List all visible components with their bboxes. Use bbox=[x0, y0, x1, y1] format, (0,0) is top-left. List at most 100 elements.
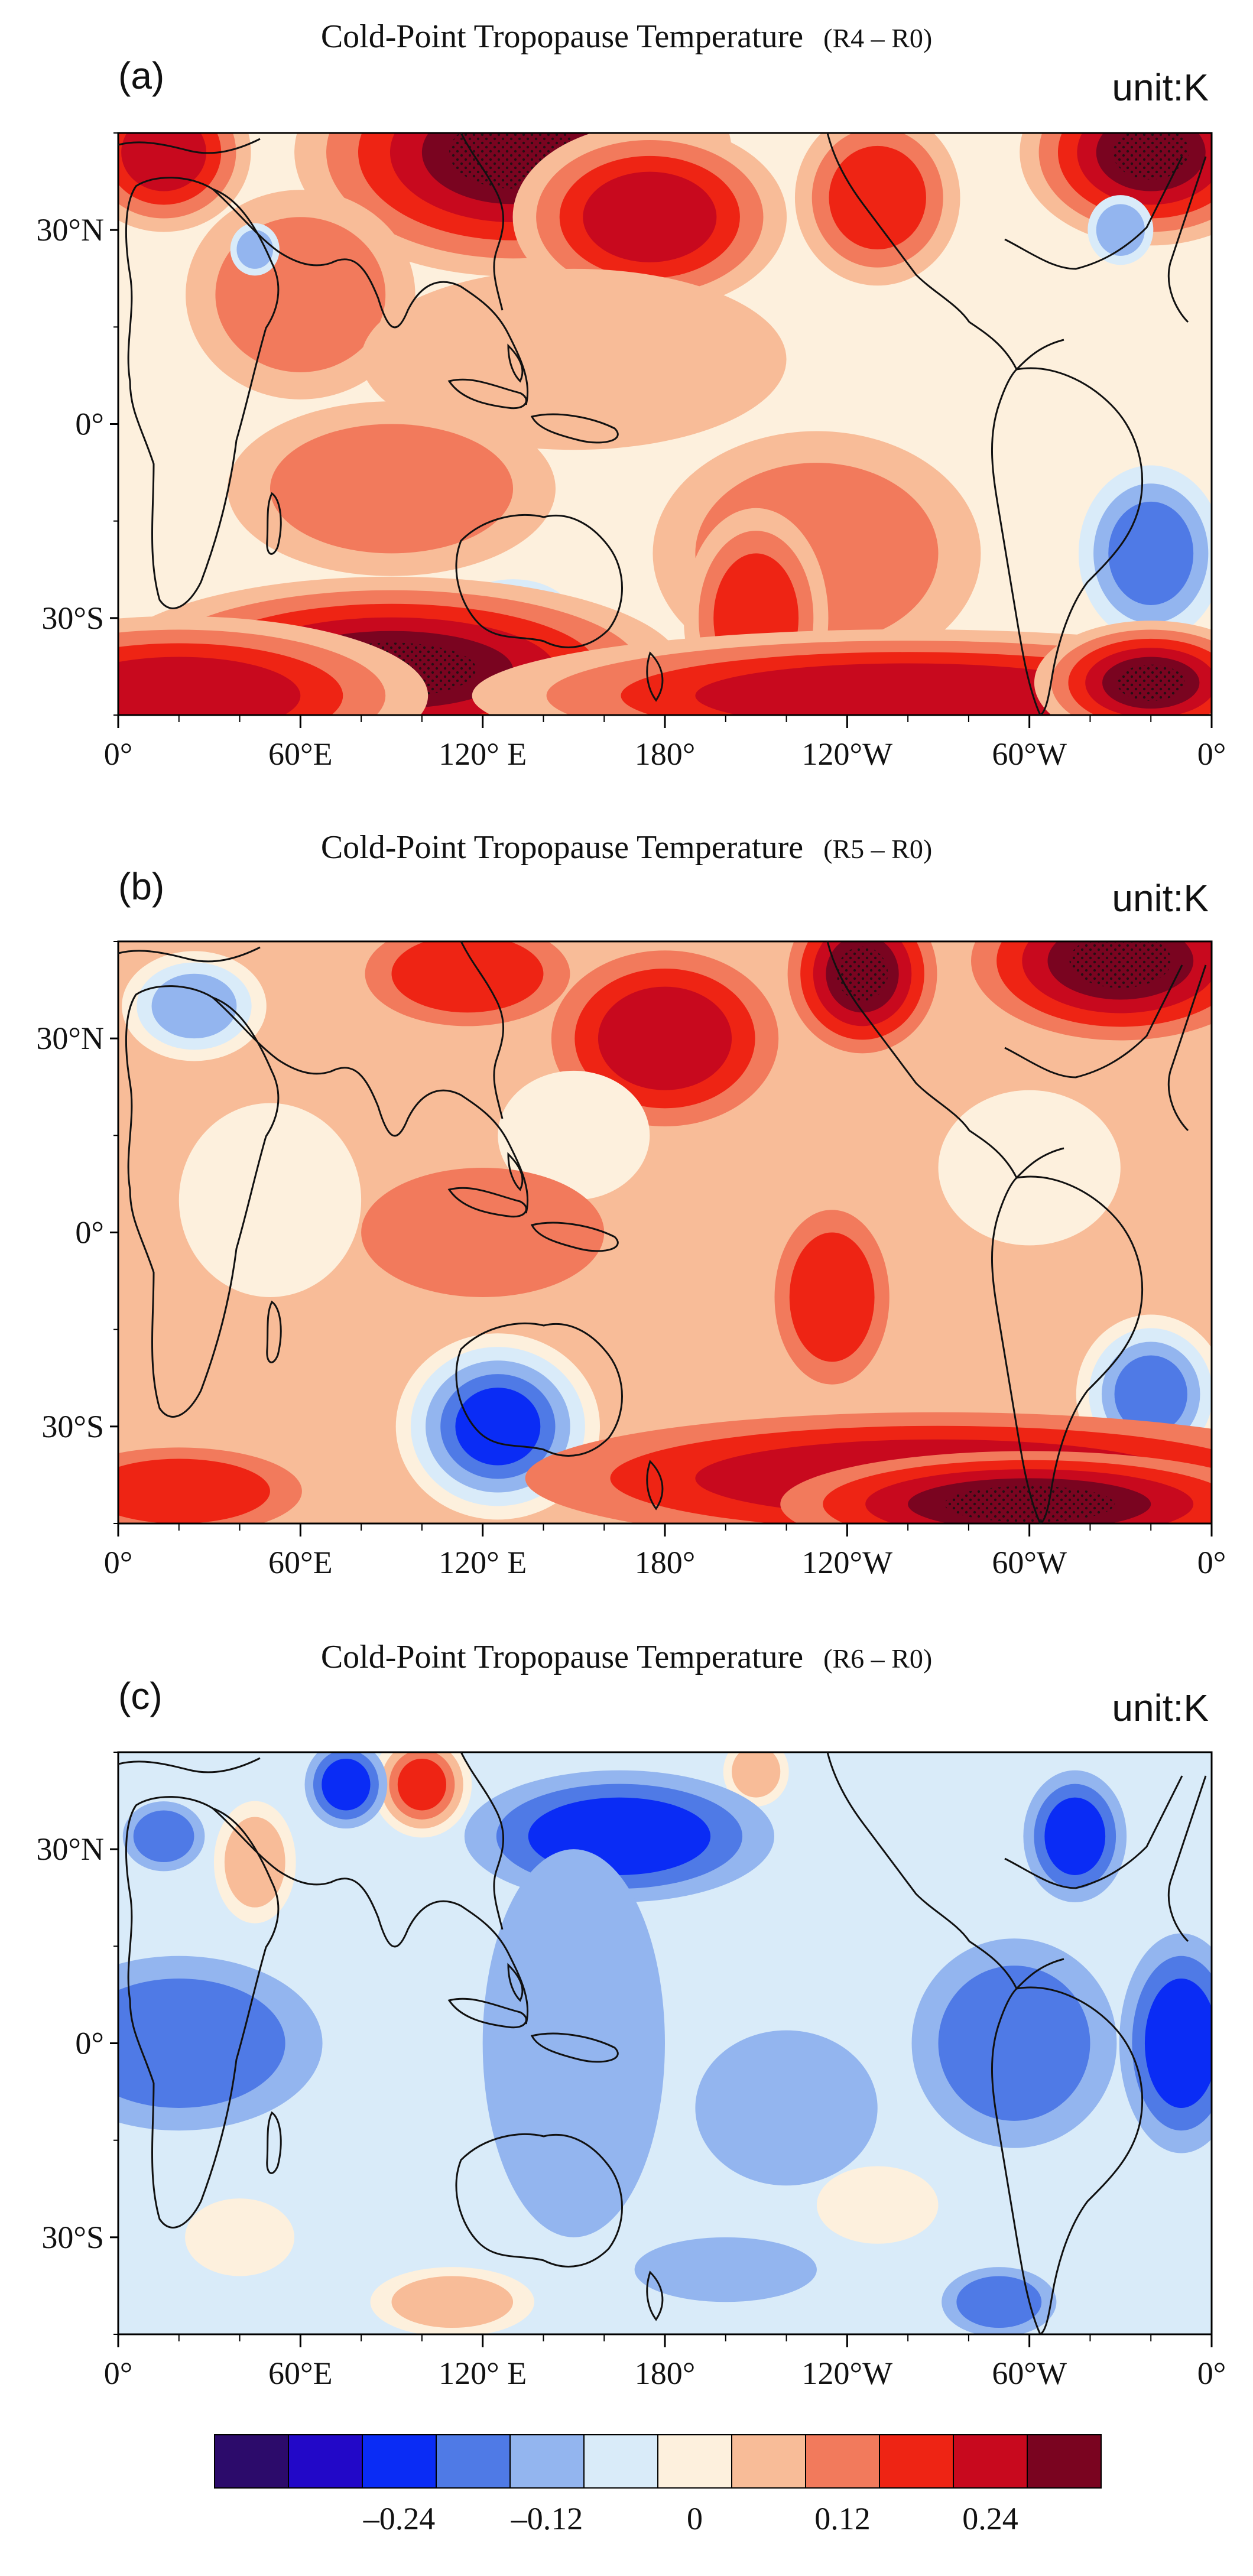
x-tick-label: 120°W bbox=[802, 736, 893, 772]
contour-region bbox=[397, 1758, 447, 1811]
contour-region bbox=[133, 1810, 194, 1863]
colorbar-swatch bbox=[953, 2434, 1028, 2489]
y-tick-label: 0° bbox=[75, 1215, 104, 1250]
x-tick-label: 60°W bbox=[992, 1545, 1067, 1580]
contour-region bbox=[236, 230, 274, 269]
panel-a-x-axis: 0° 60°E 120° E 180° 120°W 60°W 0° bbox=[104, 715, 1226, 772]
colorbar-swatch bbox=[805, 2434, 880, 2489]
x-tick-label: 0° bbox=[1197, 2356, 1226, 2391]
contour-region bbox=[829, 145, 926, 249]
coastline bbox=[460, 1752, 504, 1930]
colorbar-swatch bbox=[436, 2434, 511, 2489]
y-tick-label: 30°S bbox=[41, 2220, 104, 2255]
panel-a-coastlines bbox=[118, 133, 1207, 715]
contour-region bbox=[270, 424, 514, 554]
colorbar-label: –0.24 bbox=[363, 2501, 436, 2536]
contour-region bbox=[938, 1966, 1090, 2121]
contour-region bbox=[178, 1103, 362, 1297]
panel-c-map bbox=[118, 1752, 1212, 2334]
coastline bbox=[1004, 964, 1183, 1079]
coastline bbox=[266, 1300, 282, 1363]
coastline bbox=[530, 2032, 619, 2063]
y-tick-label: 30°S bbox=[41, 600, 104, 636]
panel-c-label: (c) bbox=[118, 1675, 163, 1717]
coastline bbox=[455, 514, 623, 648]
contour-region bbox=[118, 657, 301, 715]
contour-region bbox=[391, 2276, 514, 2328]
contour-region bbox=[224, 1817, 285, 1908]
x-tick-label: 60°W bbox=[992, 2356, 1067, 2391]
y-tick-label: 0° bbox=[75, 407, 104, 442]
panel-a-y-axis: 30°N 0° 30°S bbox=[36, 132, 118, 716]
contour-region bbox=[118, 1458, 270, 1523]
contour-region bbox=[118, 1979, 285, 2108]
coastline bbox=[118, 138, 261, 154]
panel-a-label: (a) bbox=[118, 54, 164, 97]
coastline bbox=[530, 413, 619, 444]
panel-c-unit: unit:K bbox=[1112, 1687, 1209, 1729]
contour-region bbox=[583, 171, 717, 262]
contour-region bbox=[322, 1758, 371, 1811]
coastline bbox=[460, 133, 504, 311]
coastline bbox=[266, 492, 282, 555]
significance-stipple bbox=[944, 1486, 1115, 1522]
coastline bbox=[118, 946, 261, 963]
coastline bbox=[646, 1460, 664, 1510]
panel-c: Cold-Point Tropopause Temperature (R6 – … bbox=[36, 1639, 1226, 2391]
coastline bbox=[507, 343, 524, 383]
colorbar-swatch bbox=[583, 2434, 658, 2489]
panel-b-map bbox=[118, 941, 1212, 1523]
coastline bbox=[266, 2111, 282, 2174]
contour-region bbox=[185, 2198, 295, 2276]
y-tick-label: 0° bbox=[75, 2026, 104, 2061]
contour-region bbox=[1144, 1979, 1212, 2108]
x-tick-label: 180° bbox=[635, 736, 696, 772]
x-tick-label: 60°E bbox=[268, 1545, 333, 1580]
colorbar: –0.24 –0.12 0 0.12 0.24 bbox=[214, 2434, 1102, 2536]
coastline bbox=[455, 1322, 623, 1457]
y-tick-label: 30°N bbox=[36, 1831, 104, 1867]
colorbar-swatch bbox=[879, 2434, 954, 2489]
panel-b-y-axis: 30°N 0° 30°S bbox=[36, 941, 118, 1524]
x-tick-label: 0° bbox=[104, 2356, 133, 2391]
coastline bbox=[447, 378, 527, 410]
coastline bbox=[1167, 964, 1207, 1132]
colorbar-swatch bbox=[288, 2434, 363, 2489]
contour-region bbox=[816, 2166, 939, 2244]
coastline bbox=[507, 1152, 524, 1191]
contour-region bbox=[695, 663, 1121, 715]
coastline bbox=[826, 1752, 970, 1942]
colorbar-swatch bbox=[1027, 2434, 1102, 2489]
panel-a: Cold-Point Tropopause Temperature (R4 – … bbox=[36, 18, 1226, 772]
y-tick-label: 30°S bbox=[41, 1409, 104, 1444]
significance-stipple bbox=[1112, 133, 1189, 180]
panel-c-x-axis: 0° 60°E 120° E 180° 120°W 60°W 0° bbox=[104, 2334, 1226, 2391]
x-tick-label: 60°W bbox=[992, 736, 1067, 772]
panel-b-x-axis: 0° 60°E 120° E 180° 120°W 60°W 0° bbox=[104, 1523, 1226, 1580]
coastline bbox=[125, 177, 280, 609]
contour-region bbox=[956, 2276, 1042, 2328]
x-tick-label: 180° bbox=[635, 1545, 696, 1580]
x-tick-label: 120° E bbox=[439, 736, 527, 772]
significance-stipple bbox=[1116, 664, 1185, 701]
panel-b-label: (b) bbox=[118, 865, 164, 908]
panel-b-coastlines bbox=[118, 941, 1207, 1523]
coastline bbox=[125, 985, 280, 1418]
x-tick-label: 0° bbox=[104, 1545, 133, 1580]
x-tick-label: 120° E bbox=[439, 1545, 527, 1580]
x-tick-label: 180° bbox=[635, 2356, 696, 2391]
y-tick-label: 30°N bbox=[36, 1021, 104, 1056]
coastline bbox=[1167, 156, 1207, 323]
significance-stipple bbox=[1069, 941, 1172, 988]
colorbar-swatch bbox=[362, 2434, 437, 2489]
coastline bbox=[530, 1222, 619, 1252]
contour-region bbox=[938, 1090, 1121, 1246]
contour-region bbox=[361, 1168, 605, 1297]
x-tick-label: 60°E bbox=[268, 736, 333, 772]
x-tick-label: 120° E bbox=[439, 2356, 527, 2391]
colorbar-label: 0 bbox=[687, 2501, 703, 2536]
contour-region bbox=[482, 1849, 665, 2237]
panel-a-unit: unit:K bbox=[1112, 66, 1209, 109]
coastline bbox=[826, 133, 970, 323]
